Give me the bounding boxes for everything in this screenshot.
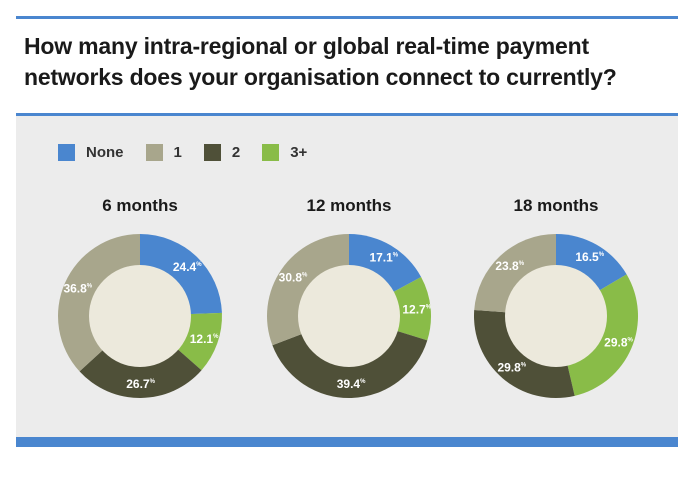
donut-svg: 17.1% 12.7% 39.4% 30.8% (267, 234, 432, 398)
donut-hole (298, 265, 400, 367)
legend-swatch (262, 144, 280, 161)
data-label: 36.8% (63, 282, 92, 296)
chart-title: 6 months (102, 196, 178, 215)
legend-item-3plus: 3+ (262, 144, 307, 161)
donut-chart-6-months: 6 months 24.4% 12.1% 26.7% 36.8% (45, 196, 235, 416)
legend-label: None (86, 144, 124, 161)
bottom-bar (16, 437, 678, 447)
legend-swatch (58, 144, 75, 161)
percent-sign: % (87, 284, 93, 290)
percent-sign: % (521, 363, 527, 369)
data-label: 12.1% (190, 332, 219, 346)
percent-sign: % (213, 334, 219, 340)
percent-sign: % (519, 261, 525, 267)
percent-sign: % (426, 304, 432, 310)
donut-chart-18-months: 18 months 16.5% 29.8% 29.8% 23.8% (461, 196, 651, 416)
legend-swatch (145, 144, 163, 161)
percent-sign: % (150, 379, 156, 385)
data-label: 26.7% (126, 377, 155, 391)
data-label: 29.8% (497, 361, 526, 375)
percent-sign: % (628, 338, 634, 344)
chart-title: 12 months (306, 196, 392, 215)
donut-svg: 16.5% 29.8% 29.8% 23.8% (474, 234, 638, 398)
data-label: 24.4% (173, 260, 202, 274)
legend-item-1: 1 (145, 144, 182, 161)
donut-chart-12-months: 12 months 17.1% 12.7% 39.4% 30.8% (254, 196, 444, 416)
page-title: How many intra-regional or global real-t… (24, 33, 617, 90)
data-label: 30.8% (279, 270, 308, 284)
legend-item-2: 2 (203, 144, 241, 161)
donut-hole (89, 265, 191, 367)
data-label: 23.8% (495, 259, 524, 273)
percent-sign: % (196, 262, 202, 268)
data-label: 16.5% (575, 250, 604, 264)
data-label: 17.1% (369, 251, 398, 265)
percent-sign: % (393, 253, 399, 259)
donut-hole (505, 265, 607, 367)
percent-sign: % (599, 252, 605, 258)
percent-sign: % (302, 272, 308, 278)
percent-sign: % (360, 379, 366, 385)
legend-label: 1 (173, 144, 182, 161)
legend-item-none: None (58, 144, 124, 161)
top-divider (16, 16, 678, 19)
legend: None 1 2 3+ (58, 144, 329, 161)
legend-label: 3+ (290, 144, 308, 161)
legend-label: 2 (231, 144, 241, 161)
data-label: 29.8% (604, 336, 633, 350)
data-label: 12.7% (402, 302, 431, 316)
data-label: 39.4% (337, 377, 366, 391)
donut-svg: 24.4% 12.1% 26.7% 36.8% (58, 234, 222, 398)
legend-swatch (203, 144, 221, 161)
chart-title: 18 months (513, 196, 599, 215)
